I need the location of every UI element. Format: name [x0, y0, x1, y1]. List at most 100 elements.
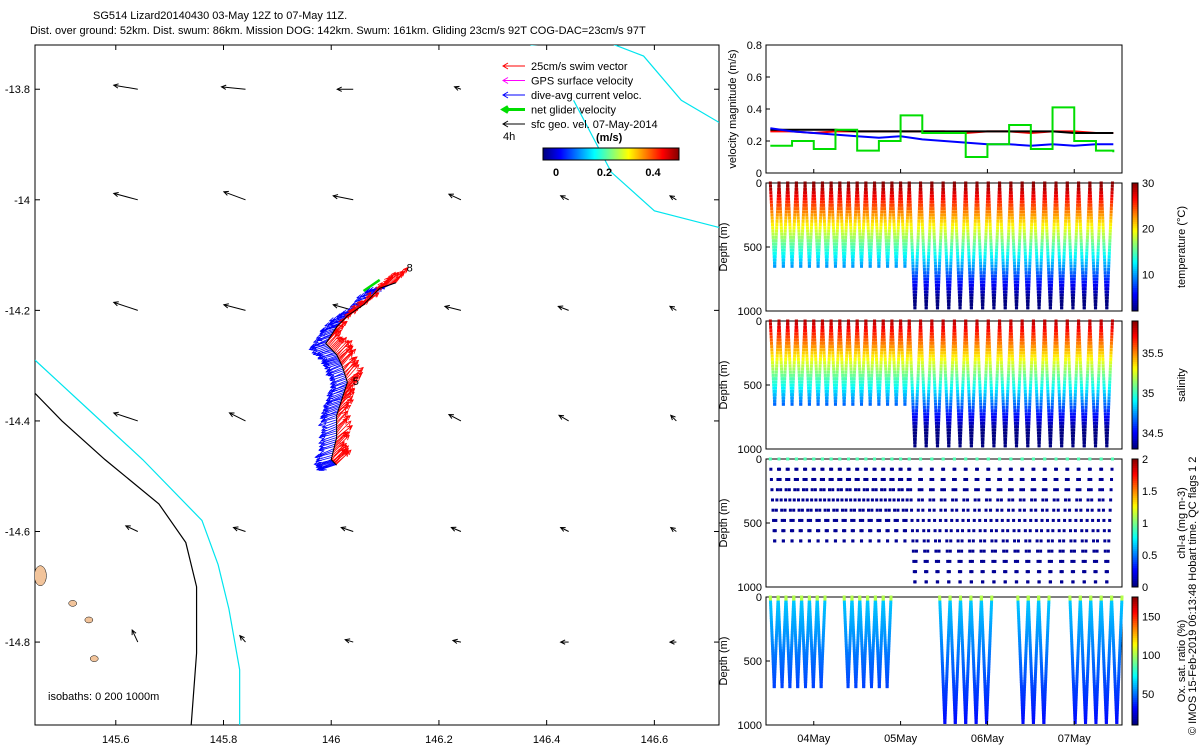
- dive-point: [1017, 393, 1021, 397]
- dive-point: [797, 223, 801, 227]
- section-colorbar-cell: [1132, 197, 1138, 201]
- dive-point: [1007, 364, 1011, 368]
- x-tick-label: 145.6: [102, 734, 130, 746]
- dive-point: [1096, 248, 1100, 252]
- dive-point: [846, 335, 850, 339]
- dive-point: [1044, 203, 1048, 207]
- dive-point: [991, 421, 995, 425]
- dive-point: [779, 351, 783, 355]
- dive-point: [925, 437, 929, 441]
- swim-vector: [334, 337, 347, 353]
- dive-point: [973, 223, 977, 227]
- dive-point: [928, 354, 932, 358]
- dive-point: [1004, 434, 1008, 438]
- dive-point: [1041, 226, 1045, 230]
- dive-point: [1027, 277, 1031, 281]
- dive-point: [1025, 425, 1029, 429]
- dive-point: [787, 213, 791, 217]
- dive-point: [831, 364, 835, 368]
- dive-point: [1094, 290, 1098, 294]
- dive-point: [812, 322, 816, 326]
- colorbar-cell: [665, 148, 667, 160]
- dive-point: [1013, 412, 1017, 416]
- dive-point: [1078, 207, 1082, 211]
- dive-point: [993, 412, 997, 416]
- colorbar-cell: [543, 148, 545, 160]
- current-vector-head: [318, 351, 325, 357]
- dive-point: [802, 197, 806, 201]
- dive-point: [996, 345, 1000, 349]
- dive-point: [808, 255, 812, 259]
- dive-point: [936, 441, 940, 445]
- dive-point: [1088, 184, 1092, 188]
- dive-point: [836, 361, 840, 365]
- dive-point: [926, 277, 930, 281]
- dive-point: [809, 229, 813, 233]
- dive-point: [892, 213, 896, 217]
- dive-point: [796, 210, 800, 214]
- dive-point: [1055, 194, 1059, 198]
- dive-point: [1010, 197, 1014, 201]
- dive-point: [988, 219, 992, 223]
- dive-point: [932, 239, 936, 243]
- colorbar-label: salinity: [1176, 368, 1188, 402]
- dive-point: [1073, 258, 1077, 262]
- dive-point: [919, 187, 923, 191]
- dive-point: [964, 322, 968, 326]
- dive-point: [914, 412, 918, 416]
- dive-point: [784, 210, 788, 214]
- dive-point: [910, 232, 914, 236]
- dive-point: [1068, 251, 1072, 255]
- dive-point: [1028, 264, 1032, 268]
- dive-point: [1001, 255, 1005, 259]
- dive-point: [1099, 187, 1103, 191]
- dive-point: [896, 235, 900, 239]
- dive-point: [775, 229, 779, 233]
- dive-point: [1057, 251, 1061, 255]
- section-colorbar-cell: [1132, 268, 1138, 271]
- dive-point: [848, 219, 852, 223]
- dive-point: [848, 210, 852, 214]
- dive-point: [1021, 200, 1025, 204]
- dive-point: [1084, 264, 1088, 268]
- colorbar-cell: [582, 148, 584, 160]
- dive-point: [861, 373, 865, 377]
- dive-point: [929, 200, 933, 204]
- dive-point: [1044, 213, 1048, 217]
- dive-point: [793, 200, 797, 204]
- dive-point: [776, 210, 780, 214]
- dive-point: [866, 219, 870, 223]
- dive-point: [976, 213, 980, 217]
- dive-point: [843, 377, 847, 381]
- colorbar-cell: [676, 148, 678, 160]
- dive-point: [1028, 255, 1032, 259]
- dive-point: [1104, 290, 1108, 294]
- dive-point: [1064, 219, 1068, 223]
- dive-point: [1010, 216, 1014, 220]
- dive-point: [998, 191, 1002, 195]
- dive-point: [846, 197, 850, 201]
- dive-point: [1097, 232, 1101, 236]
- section-colorbar-cell: [1132, 236, 1138, 239]
- section-colorbar-cell: [1132, 293, 1138, 297]
- dive-point: [833, 402, 837, 406]
- dive-point: [790, 402, 794, 406]
- dive-point: [913, 306, 917, 310]
- dive-point: [917, 216, 921, 220]
- dive-point: [946, 287, 950, 291]
- dive-point: [838, 187, 842, 191]
- dive-point: [969, 306, 973, 310]
- dive-point: [906, 200, 910, 204]
- dive-point: [851, 261, 855, 265]
- dive-point: [779, 219, 783, 223]
- dive-point: [826, 245, 830, 249]
- dive-point: [926, 415, 930, 419]
- dive-point: [957, 280, 961, 284]
- dive-point: [883, 219, 887, 223]
- dive-point: [814, 223, 818, 227]
- dive-point: [999, 357, 1003, 361]
- dive-point: [922, 255, 926, 259]
- dive-point: [1012, 261, 1016, 265]
- dive-point: [962, 229, 966, 233]
- dive-point: [990, 396, 994, 400]
